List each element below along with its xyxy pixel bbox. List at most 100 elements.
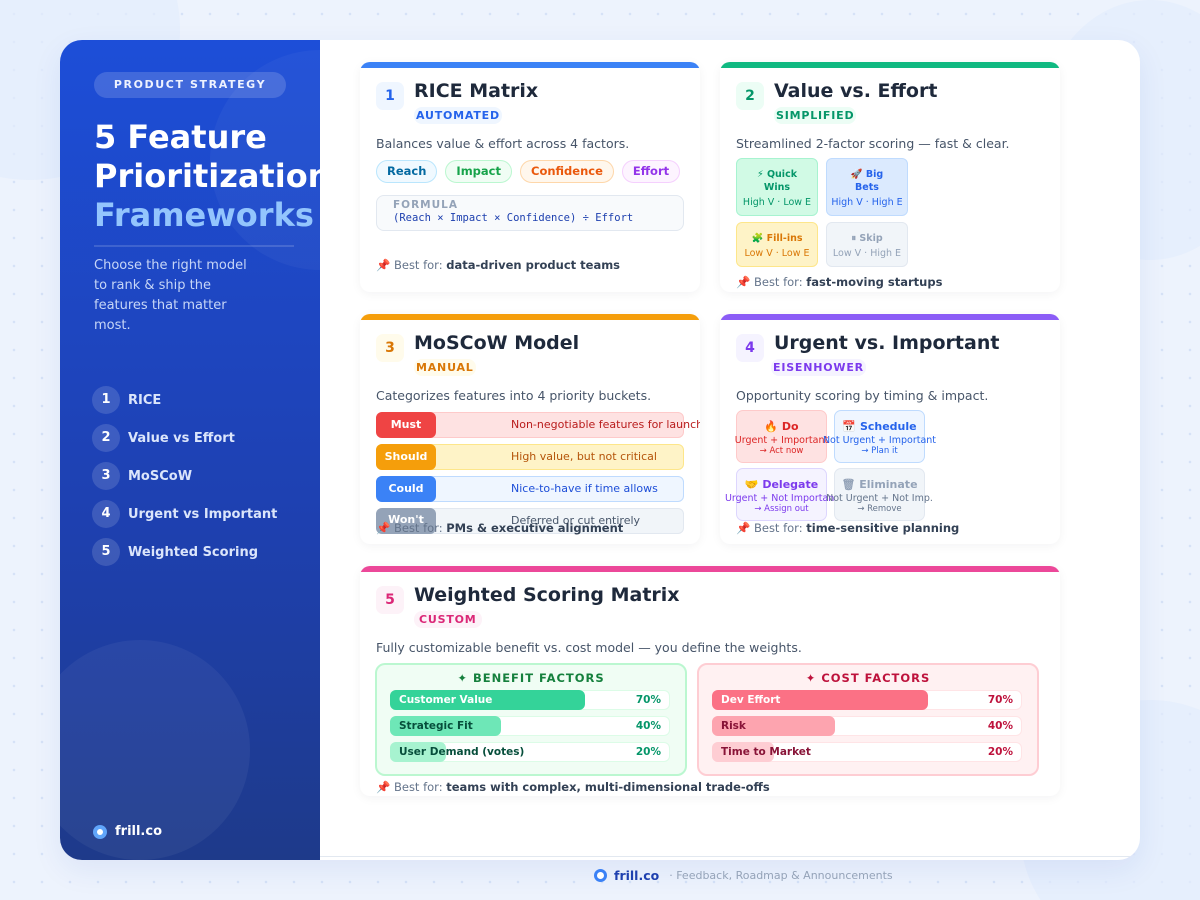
chip-confidence: Confidence — [520, 160, 614, 183]
quadrant-delegate: 🤝 Delegate Urgent + Not Important → Assi… — [725, 468, 838, 521]
quadrant-schedule: 📅 Schedule Not Urgent + Important → Plan… — [823, 410, 936, 463]
card-title: MoSCoW Model — [414, 332, 580, 354]
card-accent-bar — [360, 62, 700, 68]
best-for: 📌 Best for: teams with complex, multi-di… — [376, 780, 770, 794]
quadrant-fill-ins: 🧩 Fill-ins Low V · Low E — [736, 222, 818, 267]
card-number: 1 — [376, 82, 404, 110]
panel-heading: ✦ BENEFIT FACTORS — [457, 671, 605, 685]
best-for-prefix: 📌 Best for: — [376, 780, 447, 794]
factor-weight: 70% — [987, 694, 1013, 706]
cost-row: Time to Market 20% — [712, 742, 1022, 762]
card-description: Opportunity scoring by timing & impact. — [736, 388, 989, 403]
formula-label: FORMULA — [393, 199, 458, 211]
quadrant-action: → Assign out — [754, 504, 809, 514]
best-for-value: time-sensitive planning — [806, 521, 960, 535]
card-tag: AUTOMATED — [414, 107, 502, 124]
priority-label: Must — [376, 412, 436, 438]
quadrant-subtitle: Not Urgent + Important — [822, 435, 937, 446]
card-tag: CUSTOM — [414, 611, 482, 628]
nav-item-urgent-important[interactable]: 4 Urgent vs Important — [92, 500, 277, 528]
quadrant-quick-wins: ⚡ Quick Wins High V · Low E — [736, 158, 818, 216]
quadrant-title-line2: Bets — [855, 182, 879, 193]
fire-icon: 🔥 — [764, 420, 779, 433]
weight-bar — [712, 716, 836, 736]
card-title: RICE Matrix — [414, 80, 539, 102]
best-for-value: fast-moving startups — [806, 275, 943, 289]
quadrant-subtitle: Not Urgent + Not Imp. — [826, 493, 933, 504]
brand-name: frill.co — [115, 824, 163, 839]
rice-factor-chips: Reach Impact Confidence Effort — [376, 160, 681, 183]
nav-label: Weighted Scoring — [128, 544, 258, 560]
quadrant-title: Big — [865, 169, 884, 180]
factor-name: Risk — [721, 720, 746, 732]
quadrant-title: Do — [781, 420, 799, 433]
quadrant-do: 🔥 Do Urgent + Important → Act now — [735, 410, 828, 463]
nav-item-weighted-scoring[interactable]: 5 Weighted Scoring — [92, 538, 277, 566]
cost-row: Risk 40% — [712, 716, 1022, 736]
nav-item-value-effort[interactable]: 2 Value vs Effort — [92, 424, 277, 452]
rocket-icon: 🚀 — [850, 169, 863, 180]
nav-number: 5 — [92, 538, 120, 566]
factor-weight: 40% — [635, 720, 661, 732]
card-accent-bar — [360, 314, 700, 320]
moscow-row-should: Should High value, but not critical — [376, 444, 684, 470]
nav-number: 4 — [92, 500, 120, 528]
card-accent-bar — [720, 314, 1060, 320]
card-title: Weighted Scoring Matrix — [414, 584, 680, 606]
weight-bar — [712, 690, 928, 710]
quadrant-eliminate: 🗑 Eliminate Not Urgent + Not Imp. → Remo… — [826, 468, 933, 521]
frill-logo-icon — [93, 824, 107, 839]
nav-item-rice[interactable]: 1 RICE — [92, 386, 277, 414]
footer-brand-link[interactable]: frill.co — [614, 868, 660, 883]
quadrant-title: Quick — [766, 169, 798, 180]
card-description: Streamlined 2-factor scoring — fast & cl… — [736, 136, 1010, 151]
quadrant-title: Fill-ins — [766, 233, 803, 244]
card-tag: MANUAL — [414, 359, 476, 376]
card-tag: SIMPLIFIED — [774, 107, 857, 124]
weight-bar — [390, 742, 446, 762]
card-accent-bar — [360, 566, 1060, 572]
card-title: Value vs. Effort — [774, 80, 938, 102]
quadrant-title: Schedule — [859, 420, 917, 433]
chip-effort: Effort — [621, 160, 681, 183]
nav-label: Value vs Effort — [128, 430, 235, 446]
benefit-row: User Demand (votes) 20% — [390, 742, 670, 762]
cost-row: Dev Effort 70% — [712, 690, 1022, 710]
decorative-circle — [60, 640, 250, 860]
puzzle-icon: 🧩 — [751, 233, 764, 244]
card-rice: 1 RICE Matrix AUTOMATED Balances value &… — [360, 62, 700, 292]
infographic-frame: PRODUCT STRATEGY 5 Feature Prioritizatio… — [60, 40, 1140, 860]
card-weighted-scoring: 5 Weighted Scoring Matrix CUSTOM Fully c… — [360, 566, 1060, 796]
chip-reach: Reach — [376, 160, 438, 183]
quadrant-subtitle: Urgent + Not Important — [724, 493, 839, 504]
card-number: 5 — [376, 586, 404, 614]
best-for-prefix: 📌 Best for: — [376, 258, 447, 272]
card-eisenhower: 4 Urgent vs. Important EISENHOWER Opport… — [720, 314, 1060, 544]
card-description: Categorizes features into 4 priority buc… — [376, 388, 652, 403]
footer-tagline: · Feedback, Roadmap & Announcements — [669, 869, 893, 882]
nav-label: RICE — [128, 392, 162, 408]
best-for: 📌 Best for: data-driven product teams — [376, 258, 620, 272]
benefit-row: Customer Value 70% — [390, 690, 670, 710]
priority-label: Won't — [376, 508, 436, 534]
quadrant-action: → Remove — [857, 504, 902, 514]
frill-logo-icon — [594, 869, 607, 882]
title-line-2: Prioritization — [94, 157, 320, 195]
nav-label: MoSCoW — [128, 468, 193, 484]
quadrant-action: → Plan it — [861, 446, 898, 456]
nav-label: Urgent vs Important — [128, 506, 278, 522]
quadrant-action: → Act now — [759, 446, 804, 456]
cost-factors-panel: ✦ COST FACTORS Dev Effort 70% Risk 40% T… — [697, 663, 1039, 776]
priority-label: Could — [376, 476, 436, 502]
pause-icon: ⏸ — [851, 233, 857, 244]
brand-logo[interactable]: frill.co — [93, 824, 162, 839]
quadrant-title-line2: Wins — [763, 182, 791, 193]
factor-weight: 70% — [635, 694, 661, 706]
factor-weight: 20% — [987, 746, 1013, 758]
best-for: 📌 Best for: PMs & executive alignment — [376, 521, 623, 535]
formula-text: (Reach × Impact × Confidence) ÷ Effort — [393, 212, 634, 224]
footer-divider — [320, 856, 1140, 857]
quadrant-subtitle: Urgent + Important — [734, 435, 829, 446]
factor-name: Time to Market — [721, 746, 811, 758]
nav-item-moscow[interactable]: 3 MoSCoW — [92, 462, 277, 490]
